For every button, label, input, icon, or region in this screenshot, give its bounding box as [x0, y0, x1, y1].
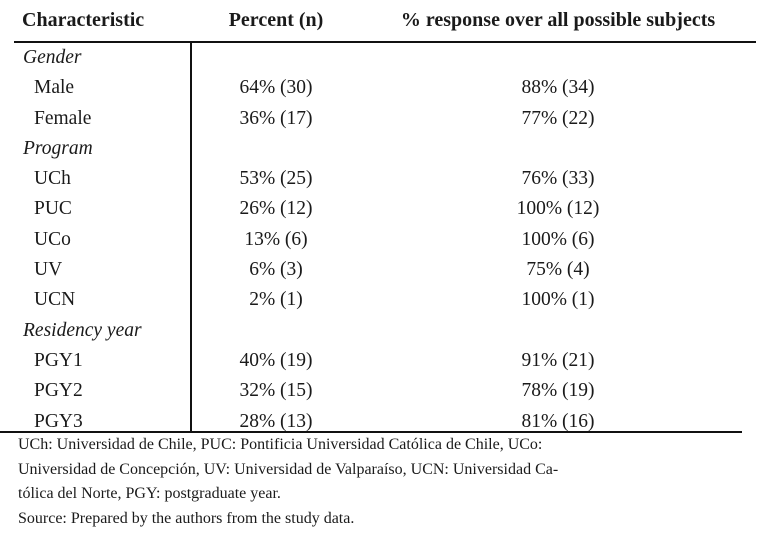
- percent-cell: 32% (15): [239, 380, 313, 402]
- category-row: Gender: [14, 43, 756, 73]
- demographics-table: Characteristic Percent (n) % response ov…: [14, 0, 756, 437]
- note-line: UCh: Universidad de Chile, PUC: Pontific…: [18, 436, 543, 453]
- row-label: Residency year: [23, 319, 142, 341]
- table-row: UCN 2% (1) 100% (1): [14, 285, 756, 315]
- row-label: PUC: [34, 198, 72, 220]
- response-cell: 81% (16): [521, 410, 595, 432]
- response-cell: 78% (19): [521, 380, 595, 402]
- response-cell: 100% (1): [521, 289, 595, 311]
- percent-cell: 2% (1): [249, 289, 303, 311]
- table-bottom-rule: [0, 431, 742, 433]
- table-row: UCh 53% (25) 76% (33): [14, 164, 756, 194]
- percent-cell: 13% (6): [244, 228, 308, 250]
- row-label: PGY1: [34, 349, 83, 371]
- percent-cell: 6% (3): [249, 259, 303, 281]
- category-row: Program: [14, 134, 756, 164]
- response-cell: 100% (6): [521, 228, 595, 250]
- row-label: UV: [34, 259, 63, 281]
- row-label: UCN: [34, 289, 76, 311]
- table-row: PGY2 32% (15) 78% (19): [14, 376, 756, 406]
- header-response: % response over all possible subjects: [400, 9, 716, 31]
- response-cell: 88% (34): [521, 77, 595, 99]
- row-label: Female: [34, 107, 92, 129]
- table-body: Gender Male 64% (30) 88% (34) Female 36% (17)…: [14, 43, 756, 437]
- row-label: PGY2: [34, 380, 83, 402]
- header-percent: Percent (n): [228, 9, 324, 31]
- table-row: UCo 13% (6) 100% (6): [14, 225, 756, 255]
- column-divider: [190, 41, 192, 431]
- response-cell: 76% (33): [521, 168, 595, 190]
- table-header-row: Characteristic Percent (n) % response ov…: [14, 0, 756, 43]
- percent-cell: 40% (19): [239, 349, 313, 371]
- percent-cell: 53% (25): [239, 168, 313, 190]
- table-row: PUC 26% (12) 100% (12): [14, 194, 756, 224]
- response-cell: 100% (12): [516, 198, 600, 220]
- table-row: UV 6% (3) 75% (4): [14, 255, 756, 285]
- header-characteristic: Characteristic: [22, 9, 145, 31]
- row-label: Program: [23, 137, 93, 159]
- percent-cell: 28% (13): [239, 410, 313, 432]
- row-label: UCh: [34, 168, 71, 190]
- table-row: PGY1 40% (19) 91% (21): [14, 346, 756, 376]
- row-label: PGY3: [34, 410, 83, 432]
- percent-cell: 36% (17): [239, 107, 313, 129]
- source-line: Source: Prepared by the authors from the…: [18, 509, 355, 527]
- note-line: Universidad de Concepción, UV: Universid…: [18, 460, 559, 478]
- percent-cell: 26% (12): [239, 198, 313, 220]
- row-label: Gender: [23, 47, 82, 68]
- row-label: UCo: [34, 228, 71, 250]
- table-row: Male 64% (30) 88% (34): [14, 73, 756, 103]
- row-label: Male: [34, 77, 75, 99]
- percent-cell: 64% (30): [239, 77, 313, 99]
- category-row: Residency year: [14, 316, 756, 346]
- table-row: PGY3 28% (13) 81% (16): [14, 407, 756, 437]
- table-notes: UCh: Universidad de Chile, PUC: Pontific…: [18, 433, 758, 531]
- response-cell: 77% (22): [521, 107, 595, 129]
- note-line: tólica del Norte, PGY: postgraduate year…: [18, 485, 281, 503]
- response-cell: 75% (4): [526, 259, 590, 281]
- response-cell: 91% (21): [521, 349, 595, 371]
- table-row: Female 36% (17) 77% (22): [14, 104, 756, 134]
